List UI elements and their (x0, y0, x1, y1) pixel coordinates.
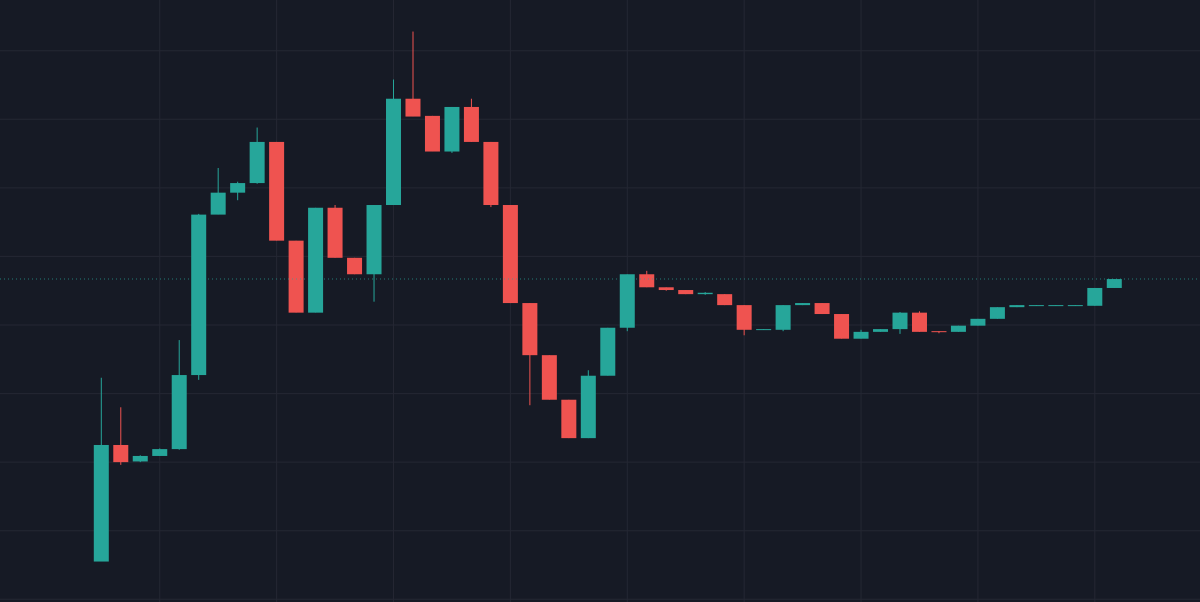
candle-body (424, 115, 440, 152)
candle-body (561, 399, 577, 439)
candle-body (639, 274, 655, 288)
candle-body (853, 331, 869, 339)
candle-body (269, 141, 285, 241)
candle-body (736, 305, 752, 330)
candle-body (1106, 279, 1122, 288)
candle-body (463, 106, 479, 142)
candle-body (366, 205, 382, 275)
candle-body (152, 449, 168, 456)
candle-body (658, 287, 674, 291)
candle-body (775, 305, 791, 330)
candle-body (678, 290, 694, 295)
candle-body (795, 303, 811, 306)
candle-body (444, 106, 460, 152)
candle-body (1067, 305, 1083, 307)
candle-body (950, 325, 966, 332)
candle-body (756, 329, 772, 331)
candle-body (249, 141, 265, 184)
candle-body (873, 329, 889, 332)
candle-body (171, 375, 187, 450)
candle-body (1048, 305, 1064, 307)
candle-body (522, 303, 538, 356)
candle-body (327, 207, 343, 258)
candle-body (502, 205, 518, 304)
candle-body (911, 312, 927, 332)
candle-body (619, 274, 635, 328)
candle-body (600, 327, 616, 376)
candle-body (132, 455, 148, 462)
candle-body (970, 318, 986, 326)
candle-body (814, 303, 830, 315)
candle-body (210, 192, 226, 215)
candle-body (580, 375, 596, 439)
candle-body (288, 240, 304, 313)
candle-body (230, 183, 246, 193)
candle-body (717, 294, 733, 306)
candle-body (405, 98, 421, 117)
candle-body (989, 307, 1005, 319)
candle-body (931, 331, 947, 333)
candle-body (113, 444, 129, 463)
candle-body (308, 207, 324, 313)
candle-body (483, 141, 499, 206)
candle-body (386, 98, 402, 206)
candle-body (1028, 305, 1044, 307)
candle-body (892, 312, 908, 330)
candle-body (93, 444, 109, 562)
candle-body (1009, 305, 1025, 308)
candle-body (1087, 287, 1103, 306)
candle-body (191, 214, 207, 376)
candle-body (541, 355, 557, 400)
candle-body (834, 314, 850, 339)
candle-body (697, 292, 713, 295)
candle-body (347, 257, 363, 275)
